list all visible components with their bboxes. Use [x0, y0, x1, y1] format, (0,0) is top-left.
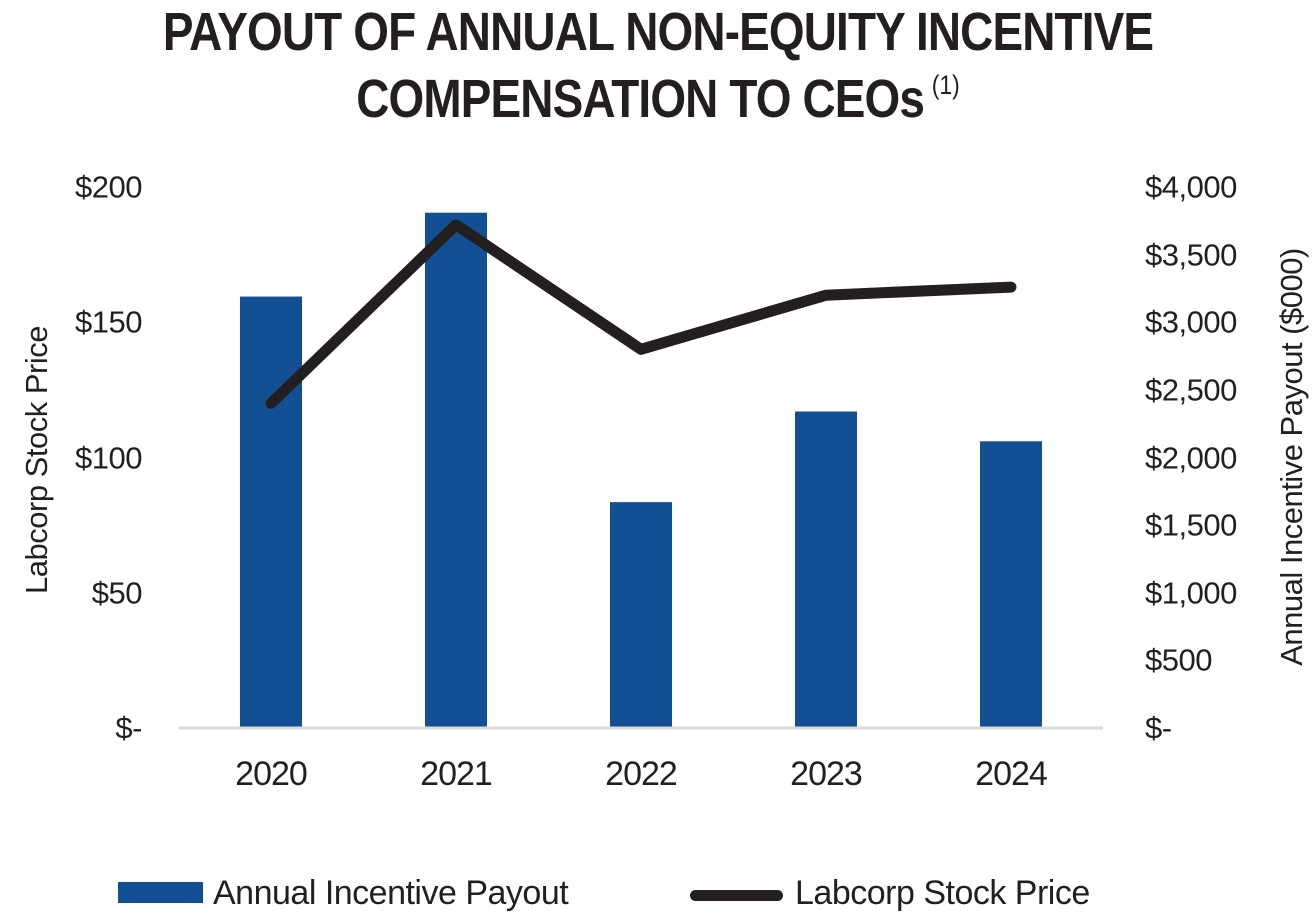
right-axis-tick-labels: $- $500 $1,000 $1,500 $2,000 $2,500 $3,000 $3,5… — [1145, 0, 1316, 915]
bar-2022 — [610, 502, 672, 728]
right-axis-tick-0: $- — [1145, 710, 1172, 746]
chart-title-line2: COMPENSATION TO CEOs (1) — [99, 61, 1218, 128]
right-axis-tick-5: $2,500 — [1145, 372, 1237, 408]
bar-2020 — [240, 296, 302, 728]
bar-2023 — [795, 411, 857, 728]
right-axis-tick-3: $1,500 — [1145, 507, 1237, 543]
chart-title-line2-text: COMPENSATION TO CEOs — [356, 69, 925, 129]
x-axis-label-2023: 2023 — [790, 755, 863, 793]
x-axis-label-2021: 2021 — [420, 755, 493, 793]
right-axis-tick-1: $500 — [1145, 642, 1212, 678]
stock-price-line — [265, 219, 1017, 409]
right-axis-tick-8: $4,000 — [1145, 169, 1237, 205]
title-footnote-marker: (1) — [931, 70, 960, 100]
x-axis-label-2022: 2022 — [605, 755, 678, 793]
right-axis-tick-7: $3,500 — [1145, 237, 1237, 273]
chart-title-line1: PAYOUT OF ANNUAL NON-EQUITY INCENTIVE — [162, 2, 1154, 62]
left-axis-tick-0: $- — [115, 710, 142, 746]
left-axis-tick-1: $50 — [91, 575, 143, 611]
x-axis-label-2024: 2024 — [975, 755, 1048, 793]
chart-title: PAYOUT OF ANNUAL NON-EQUITY INCENTIVE CO… — [0, 4, 1316, 128]
bar-2021 — [425, 212, 487, 728]
right-axis-tick-2: $1,000 — [1145, 575, 1237, 611]
bar-2024 — [980, 441, 1042, 728]
right-axis-tick-6: $3,000 — [1145, 304, 1237, 340]
left-axis-tick-3: $150 — [75, 304, 142, 340]
left-axis-tick-4: $200 — [75, 169, 142, 205]
left-axis-tick-labels: $- $50 $100 $150 $200 — [0, 0, 142, 915]
left-axis-tick-2: $100 — [75, 440, 142, 475]
right-axis-tick-4: $2,000 — [1145, 440, 1237, 475]
x-axis-label-2020: 2020 — [235, 755, 308, 793]
